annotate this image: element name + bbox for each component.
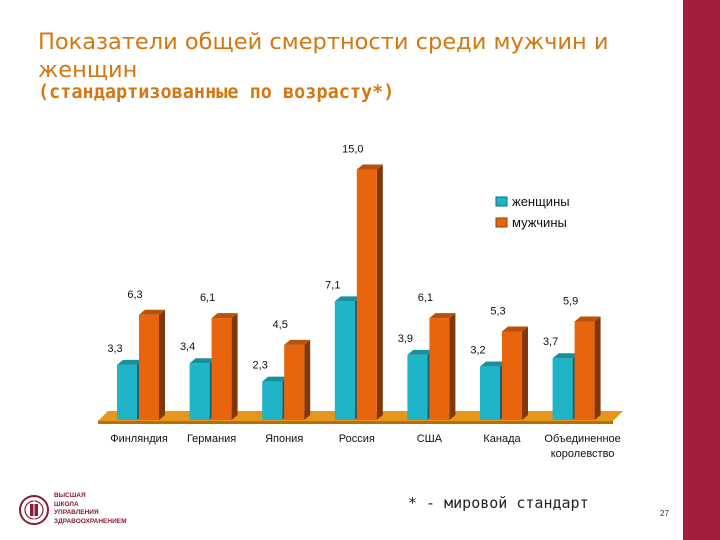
bar [552,358,573,420]
data-label: 5,3 [490,305,505,317]
data-label: 3,9 [398,333,413,345]
bar-top [334,296,361,302]
school-logo-icon [19,495,49,525]
logo-line: ВЫСШАЯ [54,492,86,499]
data-label: 6,3 [127,289,142,301]
bar-top [139,309,165,315]
right-accent-bar [683,0,720,540]
category-label: Япония [265,433,303,445]
category-label: королевство [551,448,615,460]
legend-label: женщины [512,194,570,209]
data-label: 3,2 [470,345,485,357]
logo-line: УПРАВЛЕНИЯ [54,509,99,516]
bar-side [449,313,456,420]
slide-subtitle: (стандартизованные по возрасту*) [38,82,395,103]
bar-top [407,349,434,355]
bar [334,301,355,420]
data-label: 6,1 [200,292,215,304]
bar-side [522,326,528,420]
data-label: 15,0 [342,144,363,156]
bar [139,314,159,420]
legend-swatch [495,196,508,207]
data-label: 4,5 [273,319,288,331]
bar [574,321,595,420]
category-label: Финляндия [110,433,168,445]
data-label: 5,9 [563,295,578,307]
bar-top [117,359,143,365]
bar-top [429,313,456,319]
category-label: США [417,433,443,445]
logo-line: ЗДРАВООХРАНЕНИЕМ [54,517,127,525]
bar [502,331,522,420]
footnote: * - мировой стандарт [408,494,589,512]
bar [211,318,232,420]
chart-floor-edge [98,421,613,424]
bar-top [356,164,383,170]
bar [356,169,377,420]
bar-top [574,316,601,322]
data-label: 7,1 [325,279,340,291]
data-label: 3,4 [180,341,195,353]
category-label: Канада [483,433,521,445]
bar [284,344,305,420]
bar-side [159,309,165,420]
logo-line: ШКОЛА [54,500,79,508]
category-label: Россия [339,433,375,445]
slide-title: Показатели общей смертности среди мужчин… [38,29,609,83]
bar-top [502,326,528,332]
bar [117,364,137,420]
legend-label: мужчины [512,215,567,230]
bar-side [594,316,601,420]
bar-top [284,339,311,345]
bar [262,381,283,420]
page-number: 27 [660,509,669,518]
bar-top [262,376,289,382]
bar-side [231,313,238,420]
bar-top [189,358,216,364]
bar [407,354,428,420]
category-label: Германия [187,433,236,445]
bar-side [304,339,311,420]
data-label: 3,3 [107,343,122,355]
bar-top [480,361,506,367]
bar [480,366,500,420]
legend-swatch [495,217,508,228]
bar [189,363,210,420]
category-label: Объединенное [544,433,620,445]
data-label: 3,7 [543,336,558,348]
bar [429,318,450,420]
logo-text: ВЫСШАЯ ШКОЛА УПРАВЛЕНИЯ ЗДРАВООХРАНЕНИЕМ [54,492,127,526]
data-label: 6,1 [418,292,433,304]
bar-top [552,353,579,359]
bar-top [211,313,238,319]
data-label: 2,3 [253,360,268,372]
bar-side [376,164,383,420]
